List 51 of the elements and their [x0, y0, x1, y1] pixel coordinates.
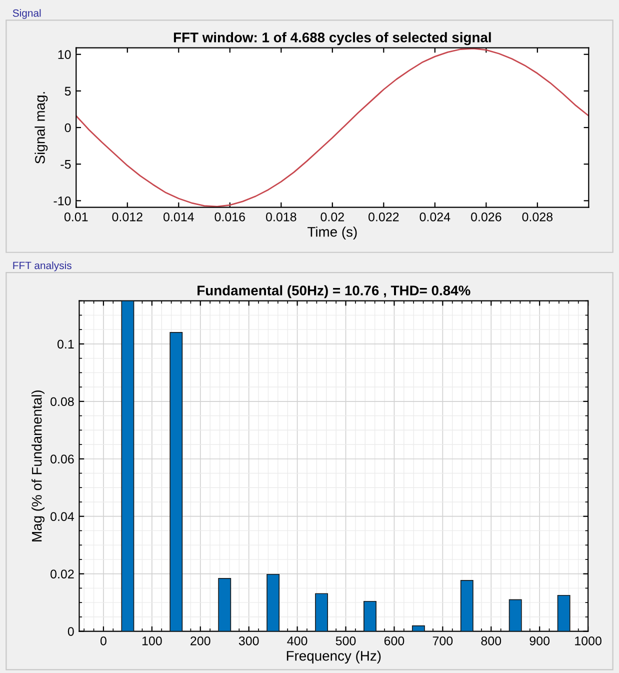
- bar: [364, 600, 376, 632]
- y-tick-label: 5: [64, 86, 71, 96]
- bar: [121, 300, 134, 632]
- y-tick-label: 0.02: [50, 570, 74, 578]
- x-tick-label: 200: [190, 636, 210, 646]
- chart-title: FFT window: 1 of 4.688 cycles of selected signal: [174, 32, 491, 46]
- x-tick-label: 900: [530, 636, 550, 646]
- y-axis-title: Signal mag.: [34, 92, 48, 164]
- x-axis-title: Frequency (Hz): [286, 650, 381, 664]
- x-tick-label: 0.02: [320, 212, 344, 222]
- x-tick-label: 0.024: [420, 212, 450, 222]
- text: FFT analysis: [13, 262, 72, 272]
- y-tick-label: -10: [54, 196, 71, 206]
- x-axis-title: Time (s): [308, 226, 357, 240]
- x-tick-label: 0.012: [112, 212, 142, 222]
- bar: [412, 625, 425, 632]
- x-tick-label: 0.028: [522, 212, 553, 222]
- bar: [315, 593, 328, 632]
- y-tick-label: 0.04: [50, 512, 74, 521]
- y-tick-label: 10: [58, 50, 71, 60]
- y-tick-label: 0.06: [50, 454, 74, 464]
- bar: [460, 580, 474, 632]
- y-tick-label: -5: [60, 160, 71, 169]
- y-tick-label: 0.08: [50, 397, 74, 406]
- x-tick-label: 0: [100, 636, 106, 646]
- x-tick-label: 100: [142, 636, 162, 646]
- text: Signal: [12, 9, 41, 19]
- x-tick-label: 700: [432, 636, 453, 646]
- bar: [266, 574, 280, 632]
- x-tick-label: 0.018: [266, 212, 296, 222]
- line-series: [76, 48, 589, 208]
- chart-title: Fundamental (50Hz) = 10.76 , THD= 0.84%: [198, 285, 470, 298]
- x-tick-label: 500: [336, 636, 356, 646]
- y-tick-label: 0: [64, 123, 71, 132]
- x-tick-label: 0.022: [368, 212, 399, 222]
- x-tick-label: 400: [287, 636, 308, 646]
- bar: [218, 578, 232, 632]
- x-tick-label: 0.01: [64, 212, 88, 222]
- y-axis-title: Mag (% of Fundamental): [32, 390, 44, 542]
- x-tick-label: 800: [481, 636, 502, 646]
- bar: [557, 594, 570, 632]
- bar: [170, 332, 183, 632]
- x-tick-label: 0.016: [214, 212, 245, 222]
- x-tick-label: 0.014: [163, 212, 194, 222]
- y-tick-label: 0.1: [57, 340, 74, 349]
- x-tick-label: 600: [384, 636, 404, 646]
- x-tick-label: 0.026: [471, 212, 502, 222]
- y-tick-label: 0: [68, 627, 74, 636]
- x-tick-label: 1000: [575, 636, 602, 646]
- x-tick-label: 300: [238, 636, 259, 646]
- bar: [508, 599, 522, 632]
